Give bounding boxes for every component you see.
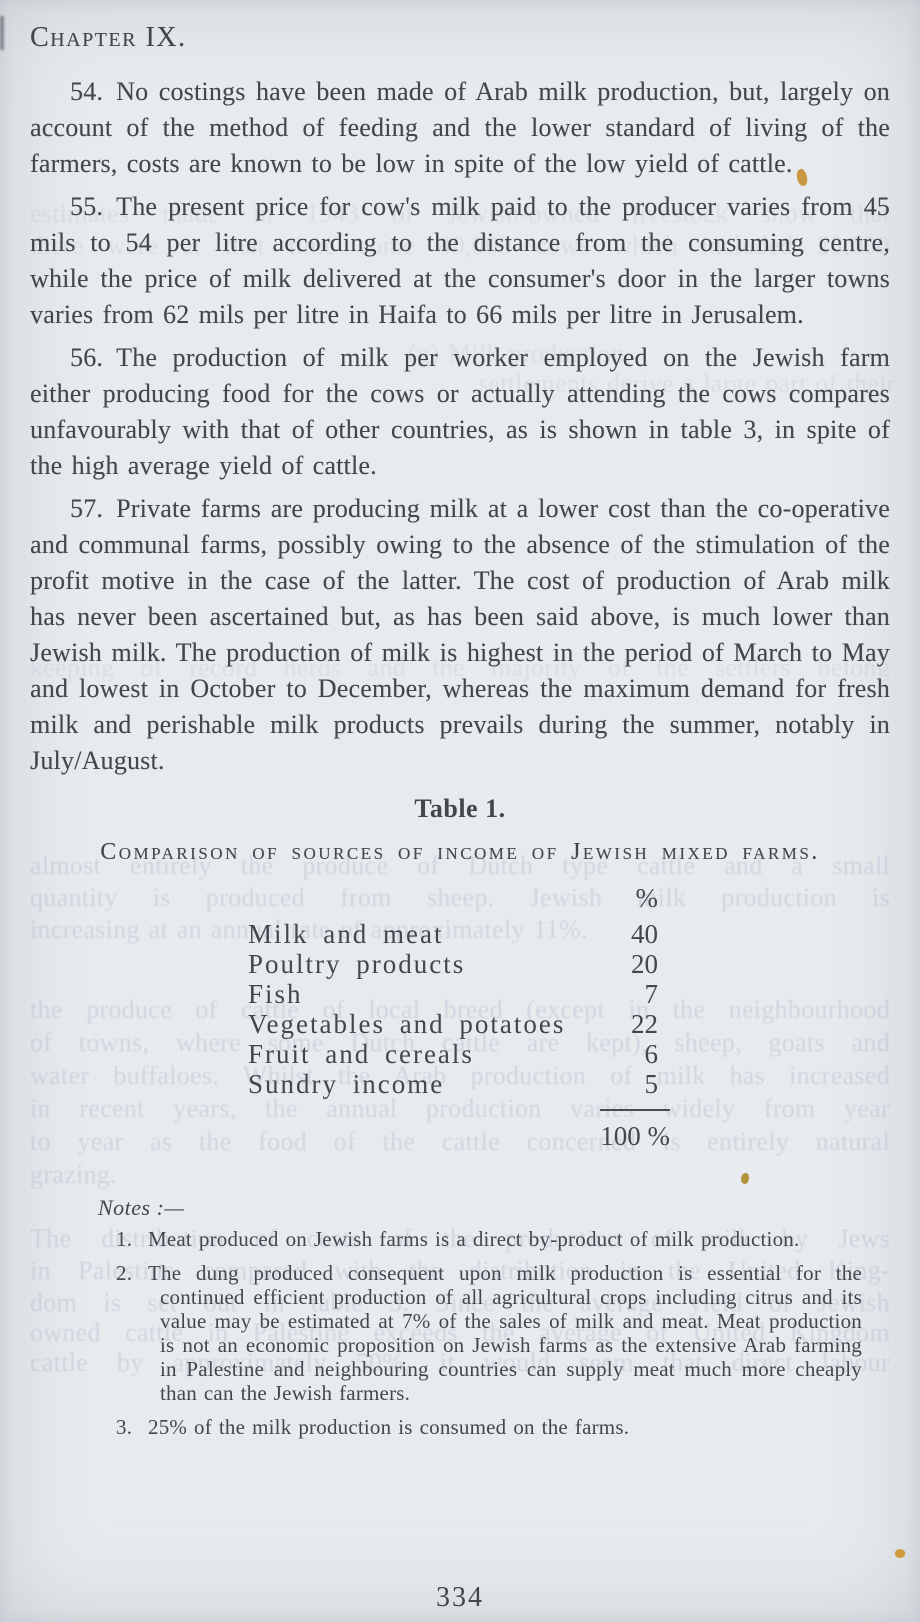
bleedthrough-line: there were at that time some 40,000 cows… <box>30 231 890 260</box>
row-value: 6 <box>644 1039 659 1069</box>
bleedthrough-line: increasing at an annual rate of approxim… <box>30 915 588 944</box>
note-item-1: 1. Meat produced on Jewish farms is a di… <box>116 1227 862 1251</box>
paragraph-57: 57. Private farms are producing milk at a… <box>30 491 890 779</box>
row-value: 5 <box>644 1069 659 1099</box>
bleedthrough-line: cattle by approximately 50%, it would se… <box>30 1348 890 1377</box>
paragraph-number: 57. <box>70 494 104 523</box>
notes-label: Notes :— <box>98 1195 185 1220</box>
paragraph-text: Private farms are producing milk at a lo… <box>30 494 890 775</box>
bleedthrough-line: grazing. <box>30 1160 117 1189</box>
bleedthrough-line: in recent years, the annual production v… <box>30 1094 890 1123</box>
page-number: 334 <box>436 1582 484 1613</box>
table-title: Table 1. <box>414 794 506 823</box>
row-value: 20 <box>631 949 658 979</box>
note-number: 3. <box>116 1415 133 1439</box>
paragraph-55: 55. The present price for cow's milk paid… <box>30 189 890 333</box>
bleedthrough-line: almost entirely the produce of Dutch typ… <box>30 851 890 880</box>
paragraph-56: 56. The production of milk per worker emp… <box>30 340 890 484</box>
bleedthrough-line: keeping of record herds and the majority… <box>30 653 890 682</box>
row-value: 7 <box>644 979 659 1009</box>
total-rule <box>600 1109 670 1111</box>
row-label: Fish <box>248 979 303 1009</box>
note-number: 2. <box>116 1261 133 1285</box>
paragraph-text: The present price for cow's milk paid to… <box>30 192 890 329</box>
row-label: Poultry products <box>248 949 466 979</box>
table-row: Milk and meat 40 <box>30 919 658 949</box>
paragraph-number: 56. <box>70 343 104 372</box>
page-content: Chapter IX. 54. No costings have been mad… <box>30 22 890 1439</box>
note-number: 1. <box>116 1227 133 1251</box>
table-total: 100 % <box>600 1121 670 1151</box>
chapter-heading: Chapter IX. <box>30 22 187 53</box>
row-label: Vegetables and potatoes <box>248 1009 566 1039</box>
bleedthrough-line: (g) Milk production. <box>408 339 632 368</box>
bleedthrough-line: settlements derive a large part of their <box>478 369 896 398</box>
income-sources-table: % Milk and meat 40 Poultry products 20 F… <box>30 883 890 1153</box>
table-unit-header: % <box>635 883 659 913</box>
row-label: Milk and meat <box>248 919 444 949</box>
table-row: Sundry income 5 <box>30 1069 658 1099</box>
note-item-3: 3. 25% of the milk production is consume… <box>116 1415 862 1439</box>
table-row: Fruit and cereals 6 <box>30 1039 658 1069</box>
notes-list: 1. Meat produced on Jewish farms is a di… <box>116 1227 862 1439</box>
note-text: Meat produced on Jewish farms is a direc… <box>148 1227 800 1251</box>
bleedthrough-line: to year as the food of the cattle concer… <box>30 1127 890 1156</box>
bleedthrough-line: in Palestine compared with the distribut… <box>30 1256 890 1285</box>
bleedthrough-line: owned cattle in Palestine exceeds the av… <box>30 1318 890 1347</box>
row-value: 40 <box>631 919 658 949</box>
bleedthrough-line: water buffaloes. Whilst the Arab product… <box>30 1061 890 1090</box>
row-label: Fruit and cereals <box>248 1039 474 1069</box>
paragraph-text: The production of milk per worker employ… <box>30 343 890 480</box>
paragraph-54: 54. No costings have been made of Arab mi… <box>30 74 890 182</box>
scan-edge-smudge <box>0 16 4 50</box>
table-row: Fish 7 <box>30 979 658 1009</box>
paragraph-number: 55. <box>70 192 104 221</box>
note-text: 25% of the milk production is consumed o… <box>148 1415 630 1439</box>
bleedthrough-line: the produce of cattle of local breed (ex… <box>30 995 890 1024</box>
paragraph-text: No costings have been made of Arab milk … <box>30 77 890 178</box>
paragraph-number: 54. <box>70 77 104 106</box>
ink-fleck <box>741 1173 749 1184</box>
bleedthrough-line: quantity is produced from sheep. Jewish … <box>30 883 890 912</box>
bleedthrough-line: dom is set out in table 3. Since the ave… <box>30 1288 890 1317</box>
table-caption: Comparison of sources of income of Jewis… <box>100 839 820 865</box>
note-text: The dung produced consequent upon milk p… <box>148 1261 862 1405</box>
bleedthrough-line: estimates made in 1943 of Jewish-owned l… <box>30 199 890 228</box>
row-value: 22 <box>631 1009 658 1039</box>
row-label: Sundry income <box>248 1069 445 1099</box>
bleedthrough-line: of towns, where some Dutch cattle are ke… <box>30 1028 890 1057</box>
bleedthrough-line: The distribution of costs of the product… <box>30 1224 890 1253</box>
note-item-2: 2. The dung produced consequent upon mil… <box>116 1261 862 1405</box>
table-row: Vegetables and potatoes 22 <box>30 1009 658 1039</box>
table-row: Poultry products 20 <box>30 949 658 979</box>
